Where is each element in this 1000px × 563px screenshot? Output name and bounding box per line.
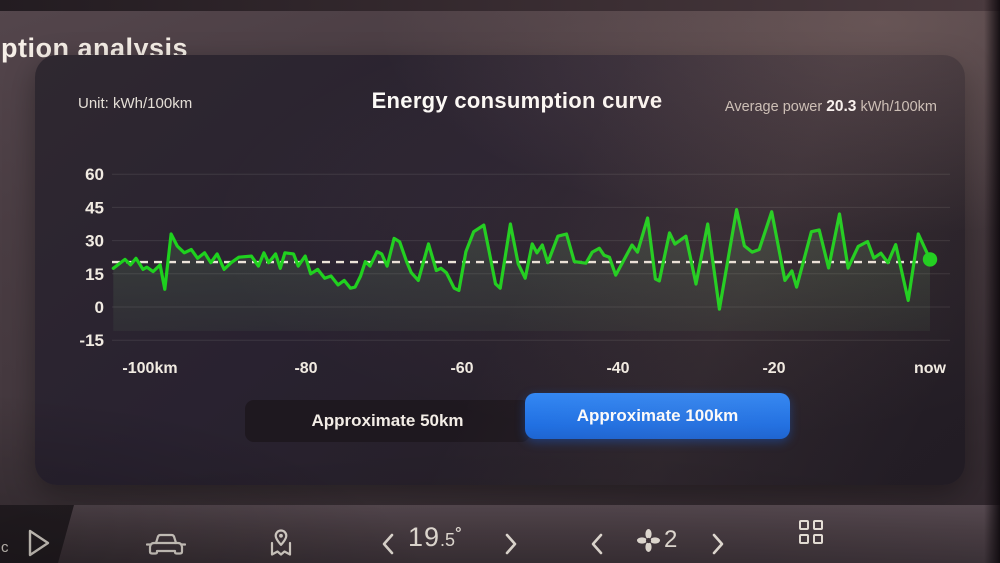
temperature-integer: 19 [408, 522, 441, 552]
play-icon[interactable] [26, 528, 52, 558]
temperature-fraction: .5 [440, 530, 456, 550]
average-power-value: 20.3 [826, 98, 857, 115]
screen-right-bezel [984, 0, 1000, 563]
app-grid-icon[interactable] [799, 520, 823, 544]
average-power-unit: kWh/100km [860, 99, 937, 115]
fan-increase-chevron-right-icon[interactable] [711, 532, 726, 556]
fan-decrease-chevron-left-icon[interactable] [589, 532, 604, 556]
average-power-readout: Average power 20.3 kWh/100km [725, 98, 937, 116]
fan-level-readout: 2 [636, 526, 677, 554]
page-title: Energy consumption curve [371, 88, 663, 113]
fan-level-value: 2 [664, 526, 678, 553]
car-icon[interactable] [146, 531, 186, 559]
bottom-bar: c 19.5° [0, 505, 1000, 563]
approximate-100km-button[interactable]: Approximate 100km [525, 393, 790, 439]
unit-label: Unit: kWh/100km [78, 95, 193, 112]
temperature-increase-chevron-right-icon[interactable] [504, 532, 519, 556]
approximate-50km-button[interactable]: Approximate 50km [245, 400, 530, 442]
screen-top-bezel [0, 0, 1000, 11]
degree-symbol: ° [455, 525, 462, 542]
fan-icon [636, 528, 661, 553]
temperature-decrease-chevron-left-icon[interactable] [380, 532, 395, 556]
map-pin-icon[interactable] [267, 528, 295, 558]
energy-consumption-panel: Unit: kWh/100km Energy consumption curve… [35, 55, 965, 485]
clipped-left-text: c [1, 539, 9, 556]
average-power-label: Average power [724, 99, 823, 115]
temperature-readout: 19.5° [408, 522, 461, 553]
